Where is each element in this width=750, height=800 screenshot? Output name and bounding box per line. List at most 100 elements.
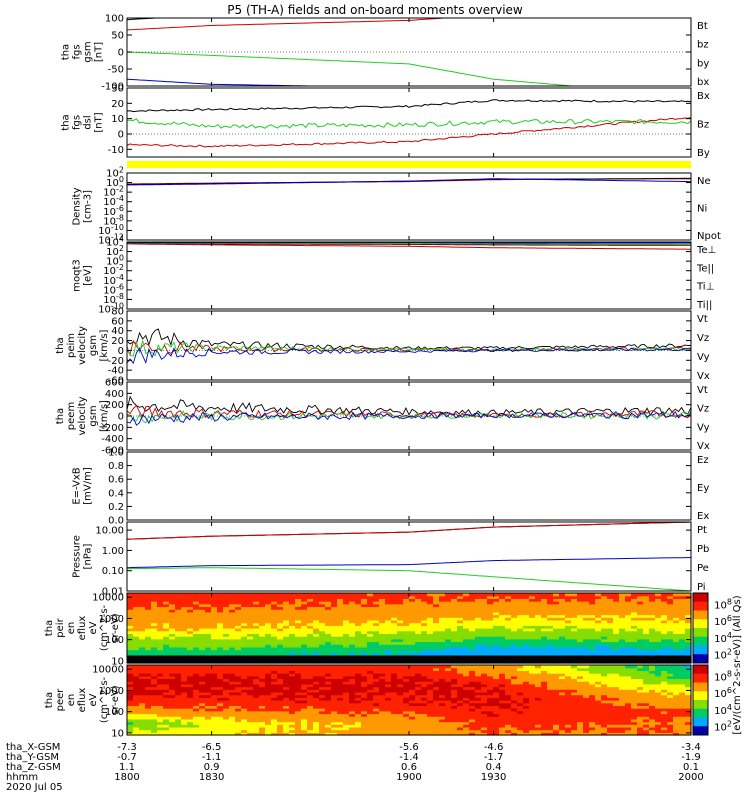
y-axis-label: [nPa] — [83, 543, 94, 569]
heatmap-cell — [505, 718, 512, 723]
heatmap-cell — [241, 716, 248, 720]
heatmap-cell — [301, 716, 308, 720]
heatmap-cell — [487, 683, 494, 688]
heatmap-cell — [325, 606, 332, 610]
heatmap-cell — [283, 617, 290, 621]
heatmap-cell — [199, 689, 206, 693]
heatmap-cell — [277, 630, 284, 634]
heatmap-cell — [295, 619, 302, 624]
heatmap-cell — [145, 649, 152, 653]
heatmap-cell — [655, 646, 662, 651]
heatmap-cell — [499, 625, 506, 629]
heatmap-cell — [445, 702, 452, 706]
heatmap-cell — [301, 657, 308, 661]
heatmap-cell — [145, 708, 152, 712]
heatmap-cell — [325, 700, 332, 704]
heatmap-cell — [325, 694, 332, 698]
heatmap-cell — [421, 603, 428, 608]
heatmap-cell — [571, 726, 578, 731]
heatmap-cell — [451, 683, 458, 688]
heatmap-cell — [493, 694, 500, 698]
heatmap-cell — [529, 593, 536, 597]
heatmap-cell — [559, 598, 566, 602]
heatmap-cell — [439, 649, 446, 653]
heatmap-cell — [253, 636, 260, 640]
heatmap-cell — [223, 721, 230, 725]
heatmap-cell — [655, 691, 662, 696]
heatmap-cell — [187, 729, 194, 733]
heatmap-cell — [667, 646, 674, 651]
heatmap-cell — [337, 628, 344, 632]
heatmap-cell — [505, 619, 512, 624]
heatmap-cell — [355, 595, 362, 599]
heatmap-cell — [547, 646, 554, 651]
heatmap-cell — [277, 721, 284, 725]
heatmap-cell — [439, 641, 446, 645]
heatmap-cell — [211, 628, 218, 632]
heatmap-cell — [385, 628, 392, 632]
heatmap-cell — [451, 729, 458, 733]
heatmap-cell — [595, 694, 602, 698]
heatmap-cell — [337, 673, 344, 677]
heatmap-cell — [463, 710, 470, 715]
heatmap-cell — [127, 609, 134, 613]
heatmap-cell — [457, 595, 464, 599]
heatmap-cell — [613, 641, 620, 645]
heatmap-cell — [529, 649, 536, 653]
heatmap-cell — [661, 691, 668, 696]
heatmap-cell — [529, 700, 536, 704]
heatmap-cell — [589, 724, 596, 728]
heatmap-cell — [415, 702, 422, 706]
y-tick-label: 0.8 — [108, 461, 124, 472]
heatmap-cell — [199, 702, 206, 706]
heatmap-cell — [199, 691, 206, 696]
heatmap-cell — [313, 603, 320, 608]
heatmap-cell — [181, 654, 188, 659]
heatmap-cell — [421, 718, 428, 723]
heatmap-cell — [355, 691, 362, 696]
heatmap-cell — [547, 598, 554, 602]
y-tick-label: 100 — [105, 14, 124, 25]
heatmap-cell — [475, 654, 482, 659]
heatmap-cell — [403, 617, 410, 621]
heatmap-cell — [643, 686, 650, 690]
heatmap-cell — [235, 633, 242, 637]
heatmap-cell — [349, 681, 356, 685]
heatmap-cell — [583, 708, 590, 712]
heatmap-cell — [685, 606, 692, 610]
y-axis-label: dsl — [83, 115, 94, 129]
heatmap-cell — [559, 644, 566, 648]
heatmap-cell — [271, 694, 278, 698]
heatmap-cell — [535, 619, 542, 624]
heatmap-cell — [139, 700, 146, 704]
heatmap-cell — [505, 694, 512, 698]
heatmap-cell — [259, 683, 266, 688]
y-tick-label: 102 — [106, 166, 124, 180]
heatmap-cell — [667, 617, 674, 621]
heatmap-cell — [595, 716, 602, 720]
heatmap-cell — [673, 673, 680, 677]
heatmap-cell — [559, 710, 566, 715]
heatmap-cell — [193, 705, 200, 709]
heatmap-cell — [235, 713, 242, 717]
legend-label: Te|| — [696, 263, 714, 274]
heatmap-cell — [223, 636, 230, 640]
heatmap-cell — [385, 721, 392, 725]
heatmap-cell — [289, 638, 296, 643]
heatmap-cell — [397, 697, 404, 701]
heatmap-cell — [571, 633, 578, 637]
heatmap-cell — [583, 654, 590, 659]
heatmap-cell — [385, 678, 392, 682]
heatmap-cell — [529, 611, 536, 616]
series-line-Pb — [126, 521, 692, 540]
heatmap-cell — [367, 697, 374, 701]
heatmap-cell — [253, 638, 260, 643]
heatmap-cell — [421, 601, 428, 605]
heatmap-cell — [583, 652, 590, 656]
heatmap-cell — [427, 708, 434, 712]
heatmap-cell — [355, 708, 362, 712]
heatmap-cell — [163, 724, 170, 728]
heatmap-cell — [625, 657, 632, 661]
heatmap-cell — [187, 716, 194, 720]
heatmap-cell — [157, 678, 164, 682]
